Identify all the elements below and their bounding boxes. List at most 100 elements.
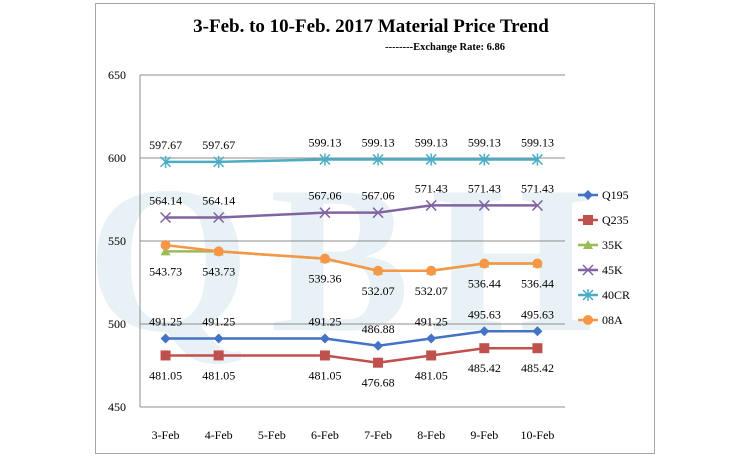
data-label-Q195: 491.25: [308, 315, 341, 329]
data-point-Q235: [373, 357, 384, 368]
data-label-35K: 543.73: [149, 264, 182, 278]
data-point-45K: [213, 211, 225, 224]
y-tick-label: 500: [108, 317, 126, 331]
data-point-40CR: [478, 153, 490, 166]
data-label-40CR: 597.67: [149, 138, 182, 152]
legend-marker-08A: [583, 315, 593, 325]
x-tick-label: 4-Feb: [205, 428, 233, 442]
data-point-45K: [531, 199, 543, 211]
data-point-Q195: [532, 326, 543, 337]
data-point-40CR: [319, 153, 331, 166]
data-label-40CR: 599.13: [362, 135, 395, 149]
data-point-45K: [372, 207, 384, 219]
data-point-45K: [425, 199, 437, 211]
data-point-08A: [373, 265, 384, 276]
legend-marker-45K: [582, 264, 594, 276]
data-point-08A: [479, 258, 490, 269]
data-label-Q195: 495.63: [521, 307, 554, 321]
data-label-45K: 567.06: [308, 189, 341, 203]
data-point-45K: [319, 207, 331, 219]
data-label-45K: 564.14: [149, 194, 182, 208]
data-label-Q235: 481.05: [149, 368, 182, 382]
x-tick-label: 7-Feb: [364, 428, 392, 442]
legend-marker-35K: [583, 240, 593, 249]
y-tick-label: 600: [108, 151, 126, 165]
data-label-35K: 536.44: [468, 277, 501, 291]
data-point-35K: [160, 246, 171, 256]
data-point-Q195: [213, 333, 224, 344]
data-label-Q235: 481.05: [415, 368, 448, 382]
data-label-Q235: 481.05: [308, 368, 341, 382]
data-label-Q195: 486.88: [362, 322, 395, 336]
data-point-08A: [160, 240, 171, 251]
data-point-45K: [478, 199, 490, 211]
legend-marker-Q195: [583, 190, 593, 200]
data-point-08A: [213, 246, 224, 257]
data-point-40CR: [160, 155, 172, 168]
data-label-Q235: 476.68: [362, 376, 395, 390]
x-tick-label: 6-Feb: [311, 428, 339, 442]
data-point-Q195: [373, 340, 384, 351]
data-label-45K: 564.14: [202, 194, 235, 208]
legend-marker-40CR: [582, 289, 594, 301]
data-label-35K: 539.36: [308, 272, 341, 286]
data-point-08A: [426, 265, 437, 276]
data-label-45K: 567.06: [362, 189, 395, 203]
y-tick-label: 450: [108, 400, 126, 414]
data-label-40CR: 599.13: [521, 135, 554, 149]
data-label-40CR: 599.13: [308, 135, 341, 149]
legend-label-40CR: 40CR: [602, 288, 630, 302]
chart-subtitle: --------Exchange Rate: 6.86: [385, 42, 505, 53]
legend-label-Q235: Q235: [602, 213, 629, 227]
data-point-08A: [532, 258, 543, 269]
data-label-40CR: 599.13: [468, 135, 501, 149]
legend-label-Q195: Q195: [602, 188, 629, 202]
data-point-08A: [319, 253, 330, 264]
data-label-35K: 543.73: [202, 264, 235, 278]
data-label-Q195: 491.25: [415, 315, 448, 329]
legend-label-08A: 08A: [602, 313, 623, 327]
data-point-Q235: [160, 350, 171, 361]
data-point-Q195: [479, 326, 490, 337]
x-tick-label: 9-Feb: [470, 428, 498, 442]
x-tick-label: 10-Feb: [520, 428, 554, 442]
data-point-40CR: [372, 153, 384, 166]
data-label-45K: 571.43: [468, 181, 501, 195]
data-label-45K: 571.43: [521, 181, 554, 195]
x-tick-label: 5-Feb: [258, 428, 286, 442]
data-label-40CR: 599.13: [415, 135, 448, 149]
chart-frame: [95, 3, 655, 454]
chart-title: 3-Feb. to 10-Feb. 2017 Material Price Tr…: [193, 16, 549, 37]
data-label-35K: 532.07: [415, 284, 448, 298]
data-point-Q235: [319, 350, 330, 361]
data-point-40CR: [425, 153, 437, 166]
data-point-Q195: [160, 333, 171, 344]
data-label-35K: 536.44: [521, 277, 554, 291]
data-point-40CR: [531, 153, 543, 166]
y-tick-label: 550: [108, 234, 126, 248]
data-point-Q195: [426, 333, 437, 344]
data-label-35K: 532.07: [362, 284, 395, 298]
legend-label-45K: 45K: [602, 263, 623, 277]
x-tick-label: 8-Feb: [417, 428, 445, 442]
data-point-40CR: [213, 155, 225, 168]
data-label-Q235: 481.05: [202, 368, 235, 382]
data-label-Q195: 495.63: [468, 307, 501, 321]
data-label-45K: 571.43: [415, 181, 448, 195]
data-point-Q235: [479, 343, 490, 354]
legend-label-35K: 35K: [602, 238, 623, 252]
data-point-45K: [160, 211, 172, 224]
data-point-Q195: [319, 333, 330, 344]
data-label-Q195: 491.25: [149, 315, 182, 329]
data-label-40CR: 597.67: [202, 138, 235, 152]
data-point-Q235: [426, 350, 437, 361]
data-point-Q235: [532, 343, 543, 354]
data-label-Q235: 485.42: [521, 361, 554, 375]
legend-marker-Q235: [583, 215, 593, 225]
y-tick-label: 650: [108, 68, 126, 82]
data-point-Q235: [213, 350, 224, 361]
data-label-Q235: 485.42: [468, 361, 501, 375]
data-label-Q195: 491.25: [202, 315, 235, 329]
x-tick-label: 3-Feb: [152, 428, 180, 442]
